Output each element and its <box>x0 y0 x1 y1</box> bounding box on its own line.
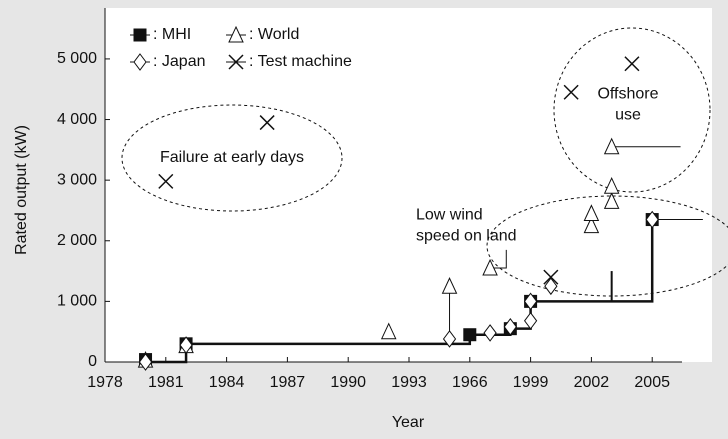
y-tick-label: 1 000 <box>57 293 97 310</box>
marker <box>483 324 497 342</box>
marker <box>624 56 640 72</box>
annotation: Offshore <box>597 86 658 103</box>
x-axis-label: Year <box>392 414 425 431</box>
y-tick-label: 4 000 <box>57 111 97 128</box>
x-tick-label: 1987 <box>270 374 306 391</box>
marker <box>503 318 517 336</box>
annotation: Low wind <box>416 207 483 224</box>
y-tick-label: 3 000 <box>57 171 97 188</box>
annotation: Failure at early days <box>160 149 304 166</box>
marker <box>463 328 477 342</box>
x-tick-label: 1999 <box>513 374 549 391</box>
legend-label: : Japan <box>153 53 205 70</box>
x-tick-label: 1981 <box>148 374 184 391</box>
y-axis-label: Rated output (kW) <box>13 125 30 255</box>
marker <box>603 137 620 155</box>
marker <box>259 115 275 131</box>
legend-marker <box>228 25 244 43</box>
marker <box>603 177 620 194</box>
marker <box>441 277 458 294</box>
marker <box>563 84 579 100</box>
ellipse <box>553 27 711 193</box>
legend-label: : Test machine <box>249 53 352 70</box>
marker <box>179 336 193 354</box>
annotation: use <box>615 107 641 124</box>
marker <box>523 311 538 330</box>
x-tick-label: 2002 <box>574 374 610 391</box>
marker <box>544 277 558 296</box>
x-tick-label: 1966 <box>452 374 488 391</box>
ellipse <box>121 104 343 212</box>
legend-label: : World <box>249 26 299 43</box>
x-tick-label: 2005 <box>634 374 670 391</box>
x-tick-label: 1978 <box>87 374 123 391</box>
marker <box>645 210 659 229</box>
leader-line <box>490 249 507 269</box>
y-tick-label: 2 000 <box>57 232 97 249</box>
legend-marker <box>228 54 244 70</box>
marker <box>543 269 559 285</box>
marker <box>138 353 153 371</box>
marker <box>583 216 600 234</box>
marker <box>380 322 397 340</box>
marker <box>442 330 457 348</box>
x-tick-label: 1993 <box>391 374 427 391</box>
marker <box>158 173 174 189</box>
legend-marker <box>133 53 147 71</box>
y-tick-label: 5 000 <box>57 50 97 67</box>
marker <box>482 258 498 276</box>
marker <box>603 192 620 209</box>
y-tick-label: 0 <box>88 353 97 370</box>
marker <box>583 204 600 221</box>
marker <box>523 292 538 311</box>
x-tick-label: 1984 <box>209 374 245 391</box>
annotation: speed on land <box>416 228 517 245</box>
legend-marker <box>133 28 147 42</box>
legend-label: : MHI <box>153 26 191 43</box>
x-tick-label: 1990 <box>330 374 366 391</box>
